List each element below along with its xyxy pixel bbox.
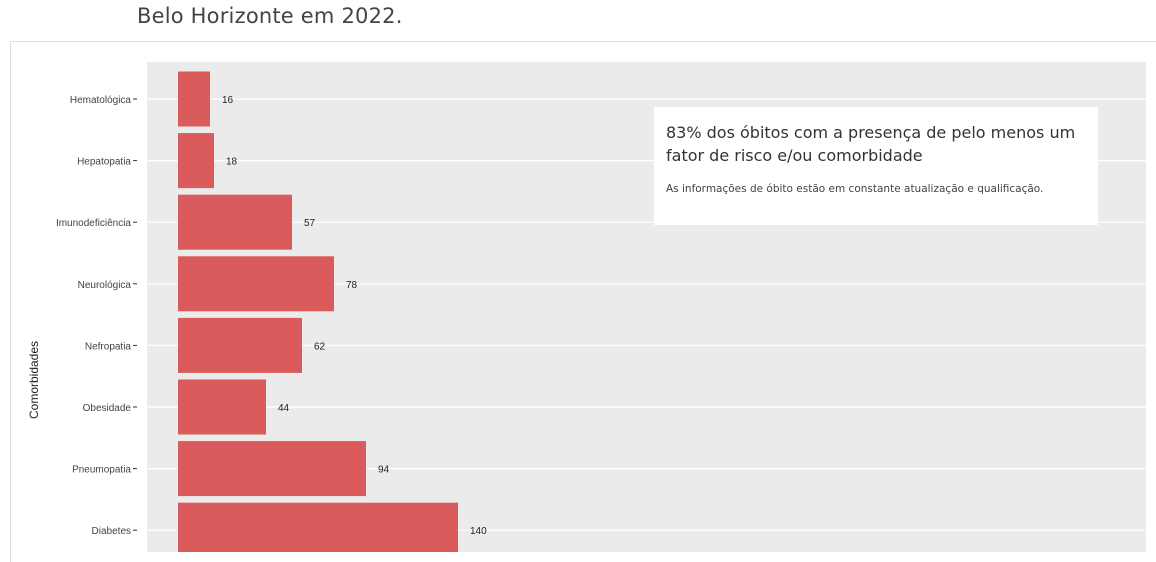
- tick-label: Diabetes: [92, 526, 131, 537]
- tick-label: Imunodeficiência: [56, 218, 131, 229]
- data-label: 44: [278, 403, 290, 414]
- bar-neurológica: [178, 256, 334, 312]
- data-label: 62: [314, 341, 326, 352]
- annotation-note: As informações de óbito estão em constan…: [666, 183, 1044, 195]
- tick-label: Pneumopatia: [72, 465, 131, 476]
- tick-label: Obesidade: [83, 403, 132, 414]
- bar-nefropatia: [178, 317, 302, 373]
- annotation-box: 83% dos óbitos com a presença de pelo me…: [654, 107, 1098, 225]
- data-label: 18: [226, 157, 238, 168]
- data-label: 94: [378, 465, 390, 476]
- data-label: 140: [470, 526, 487, 537]
- bar-hepatopatia: [178, 133, 214, 189]
- data-label: 78: [346, 280, 358, 291]
- bar-diabetes: [178, 502, 458, 552]
- annotation-headline: 83% dos óbitos com a presença de pelo me…: [666, 123, 1076, 165]
- tick-label: Neurológica: [78, 280, 132, 291]
- data-label: 16: [222, 95, 234, 106]
- bar-hematológica: [178, 71, 210, 127]
- bars: [178, 71, 458, 552]
- y-axis-title: Comorbidades: [27, 341, 41, 419]
- bar-pneumopatia: [178, 441, 366, 497]
- data-labels: 16 18 57 78 62 44 94 140: [222, 95, 487, 537]
- bar-obesidade: [178, 379, 266, 435]
- tick-label: Hematológica: [70, 95, 132, 106]
- page-title: Belo Horizonte em 2022.: [137, 4, 403, 28]
- data-label: 57: [304, 218, 316, 229]
- tick-label: Hepatopatia: [77, 157, 131, 168]
- tick-label: Nefropatia: [85, 341, 132, 352]
- y-axis-ticks: Hematológica Hepatopatia Imunodeficiência N…: [56, 95, 137, 537]
- bar-imunodeficiência: [178, 194, 292, 250]
- chart-frame: [10, 41, 1156, 562]
